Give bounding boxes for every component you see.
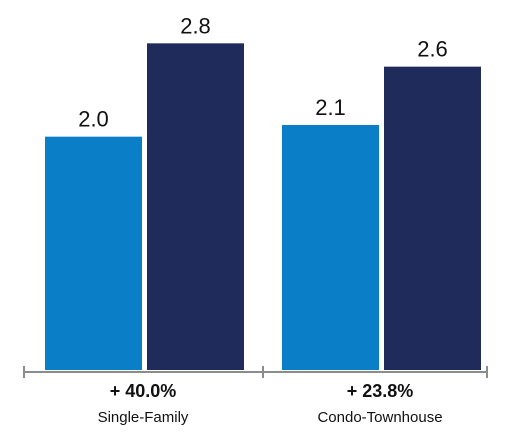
category-label: Single-Family [98,409,189,426]
bar-1-condo-townhouse [282,125,379,370]
bar-2-single-family [147,43,244,370]
category-labels-layer: + 40.0% Single-Family + 23.8% Condo-Townhou… [98,381,443,426]
bar-2-condo-townhouse [384,67,481,370]
change-label: + 40.0% [110,381,177,401]
value-label: 2.0 [78,107,109,132]
value-label: 2.1 [315,95,346,120]
change-label: + 23.8% [347,381,414,401]
bars-layer [45,43,481,370]
bar-1-single-family [45,137,142,370]
value-label: 2.8 [180,13,211,38]
category-label: Condo-Townhouse [317,409,442,426]
value-label: 2.6 [417,37,448,62]
